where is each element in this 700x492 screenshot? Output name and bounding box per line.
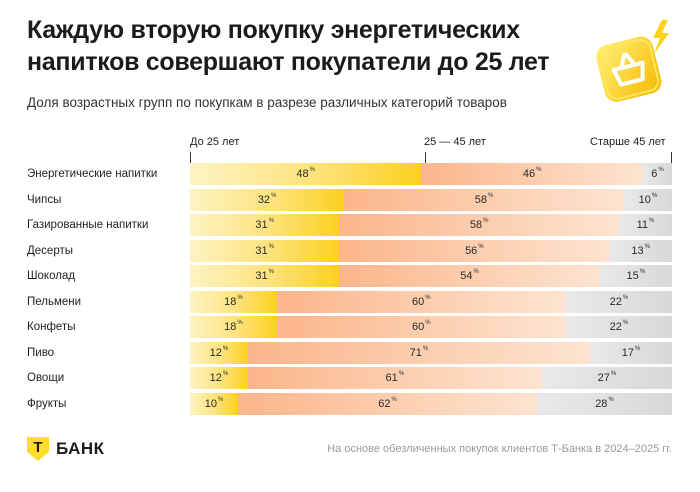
bar-segment-young: 12% xyxy=(190,367,248,389)
data-label: 54% xyxy=(460,269,479,282)
bar-segment-mid: 61% xyxy=(247,367,542,389)
data-label: 17% xyxy=(621,346,641,359)
stacked-bar: 12% 61% 27% xyxy=(190,367,672,389)
bar-segment-young: 32% xyxy=(190,189,345,211)
data-label: 31% xyxy=(255,218,274,231)
bar-segment-young: 18% xyxy=(190,291,277,313)
bar-segment-mid: 58% xyxy=(339,214,619,236)
stacked-bar: 10% 62% 28% xyxy=(190,393,672,415)
bar-segment-mid: 58% xyxy=(344,189,624,211)
bar-segment-young: 31% xyxy=(190,240,340,262)
category-label: Десерты xyxy=(27,245,74,257)
category-label: Энергетические напитки xyxy=(27,168,158,180)
bar-segment-old: 10% xyxy=(623,189,672,211)
bar-segment-old: 15% xyxy=(599,265,672,287)
data-label: 13% xyxy=(631,244,650,257)
bar-segment-old: 6% xyxy=(643,163,672,185)
category-label: Шоколад xyxy=(27,270,76,282)
stacked-bar: 31% 58% 11% xyxy=(190,214,672,236)
data-label: 48% xyxy=(296,167,315,180)
stacked-bar: 18% 60% 22% xyxy=(190,291,672,313)
data-label: 6% xyxy=(651,167,664,180)
stacked-bar: 48% 46% 6% xyxy=(190,163,672,185)
bar-segment-young: 48% xyxy=(190,163,422,185)
tbank-logo-text: БАНК xyxy=(56,439,105,458)
bar-segment-mid: 71% xyxy=(247,342,591,364)
data-label: 61% xyxy=(385,371,405,384)
data-label: 22% xyxy=(609,320,629,333)
bar-segment-old: 17% xyxy=(590,342,672,364)
bar-segment-old: 27% xyxy=(541,367,672,389)
bar-segment-old: 28% xyxy=(537,393,672,415)
data-label: 60% xyxy=(412,295,431,308)
legend-tick-old xyxy=(671,152,672,164)
data-label: 58% xyxy=(469,218,489,231)
legend-tick-mid xyxy=(425,152,426,164)
stacked-bar: 18% 60% 22% xyxy=(190,316,672,338)
legend-young: До 25 лет xyxy=(190,136,240,148)
data-label: 22% xyxy=(609,295,629,308)
tbank-logo: Т БАНК xyxy=(27,436,105,462)
data-label: 56% xyxy=(465,244,484,257)
data-label: 18% xyxy=(224,320,243,333)
data-label: 10% xyxy=(204,397,224,410)
data-label: 12% xyxy=(209,346,229,359)
stacked-bar: 12% 71% 17% xyxy=(190,342,672,364)
category-label: Чипсы xyxy=(27,194,62,206)
category-label: Пельмени xyxy=(27,296,82,308)
tbank-shield-icon: Т xyxy=(27,437,49,461)
bar-segment-mid: 60% xyxy=(276,291,566,313)
stacked-bar: 32% 58% 10% xyxy=(190,189,672,211)
chart-subtitle: Доля возрастных групп по покупкам в разр… xyxy=(27,95,507,110)
data-label: 18% xyxy=(224,295,243,308)
bar-segment-mid: 62% xyxy=(238,393,538,415)
bar-segment-old: 11% xyxy=(618,214,672,236)
legend-tick-young xyxy=(190,152,191,164)
data-label: 28% xyxy=(595,397,614,410)
data-label: 10% xyxy=(638,193,658,206)
data-label: 58% xyxy=(474,193,494,206)
category-label: Газированные напитки xyxy=(27,219,149,231)
data-label: 31% xyxy=(255,244,274,257)
bar-segment-old: 13% xyxy=(609,240,672,262)
shopping-basket-badge-icon xyxy=(596,20,669,102)
data-label: 60% xyxy=(412,320,431,333)
legend-old: Старше 45 лет xyxy=(590,136,666,148)
bar-segment-mid: 60% xyxy=(276,316,566,338)
stacked-bar: 31% 56% 13% xyxy=(190,240,672,262)
bar-segment-young: 10% xyxy=(190,393,239,415)
chart-title: Каждую вторую покупку энергетических нап… xyxy=(27,16,550,76)
data-label: 32% xyxy=(257,193,277,206)
bar-segment-mid: 54% xyxy=(339,265,600,287)
data-label: 12% xyxy=(209,371,229,384)
data-label: 31% xyxy=(255,269,274,282)
bar-segment-young: 31% xyxy=(190,265,340,287)
data-label: 71% xyxy=(409,346,429,359)
category-label: Пиво xyxy=(27,347,55,359)
data-label: 62% xyxy=(378,397,397,410)
data-label: 11% xyxy=(636,218,655,231)
bar-segment-mid: 46% xyxy=(421,163,644,185)
legend-mid: 25 — 45 лет xyxy=(424,136,486,148)
category-label: Фрукты xyxy=(27,398,67,410)
bar-segment-mid: 56% xyxy=(339,240,610,262)
bar-segment-young: 18% xyxy=(190,316,277,338)
data-label: 46% xyxy=(522,167,542,180)
data-label: 27% xyxy=(597,371,617,384)
bar-segment-old: 22% xyxy=(565,291,672,313)
bar-segment-old: 22% xyxy=(565,316,672,338)
stacked-bar: 31% 54% 15% xyxy=(190,265,672,287)
category-label: Конфеты xyxy=(27,321,76,333)
footnote: На основе обезличенных покупок клиентов … xyxy=(327,443,672,455)
bar-segment-young: 31% xyxy=(190,214,340,236)
data-label: 15% xyxy=(626,269,646,282)
bar-segment-young: 12% xyxy=(190,342,248,364)
category-label: Овощи xyxy=(27,372,65,384)
